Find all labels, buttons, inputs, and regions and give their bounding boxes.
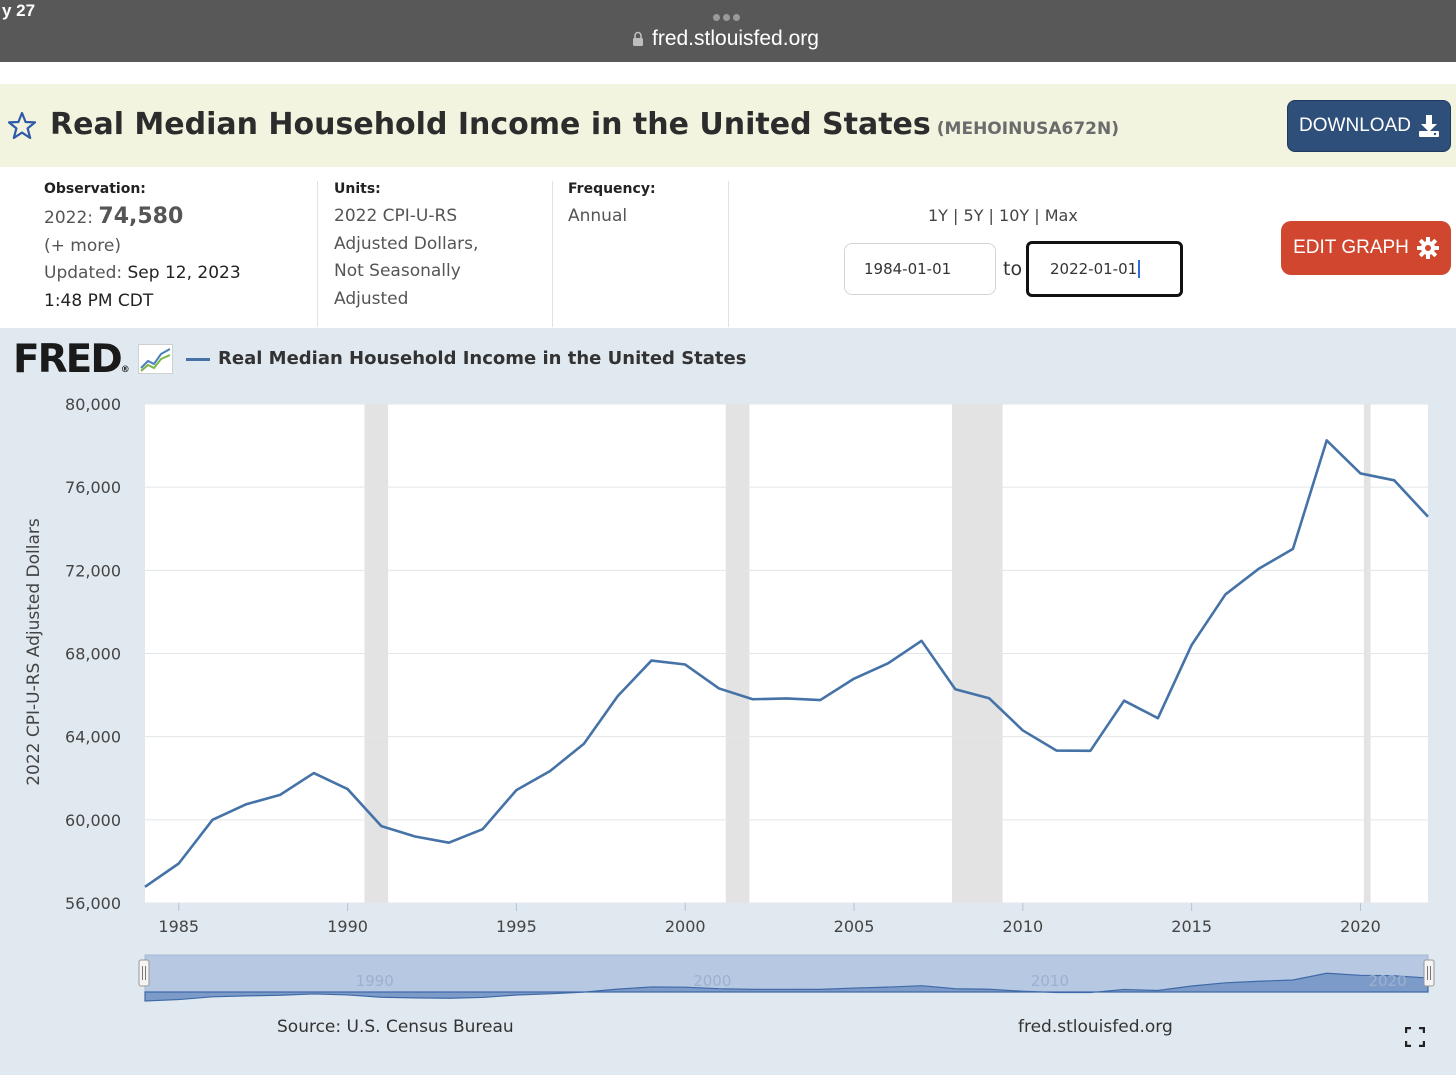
range-max[interactable]: Max bbox=[1044, 206, 1078, 225]
legend-label: Real Median Household Income in the Unit… bbox=[218, 348, 747, 369]
units-block: Units: 2022 CPI-U-RS Adjusted Dollars, N… bbox=[334, 181, 478, 313]
more-link[interactable]: (+ more) bbox=[44, 235, 121, 256]
frequency-block: Frequency: Annual bbox=[568, 181, 656, 231]
edit-graph-button[interactable]: EDIT GRAPH bbox=[1281, 221, 1451, 275]
to-label: to bbox=[1003, 258, 1023, 280]
units-line-4: Adjusted bbox=[334, 288, 409, 309]
x-tick-label: 2010 bbox=[1002, 917, 1043, 936]
range-links: 1Y | 5Y | 10Y | Max bbox=[928, 206, 1078, 225]
units-label: Units: bbox=[334, 181, 381, 197]
units-line-2: Adjusted Dollars, bbox=[334, 233, 479, 254]
series-id: (MEHOINUSA672N) bbox=[936, 119, 1119, 139]
lock-icon bbox=[633, 31, 643, 46]
units-line-3: Not Seasonally bbox=[334, 261, 461, 281]
y-tick-label: 72,000 bbox=[65, 561, 121, 580]
fred-sparkline-icon bbox=[138, 344, 173, 374]
range-5y[interactable]: 5Y bbox=[963, 206, 984, 225]
start-date-value: 1984-01-01 bbox=[864, 260, 952, 278]
observation-line: 2022: 74,580 bbox=[44, 203, 241, 233]
x-tick-label: 1985 bbox=[158, 917, 199, 936]
y-axis-title: 2022 CPI-U-RS Adjusted Dollars bbox=[24, 518, 44, 786]
download-label: DOWNLOAD bbox=[1299, 115, 1411, 136]
navigator-handle bbox=[1423, 959, 1435, 987]
range-10y[interactable]: 10Y bbox=[999, 206, 1030, 225]
observation-period: 2022: bbox=[44, 208, 93, 228]
page-title-text: Real Median Household Income in the Unit… bbox=[50, 107, 931, 142]
fred-logo-text: FRED bbox=[13, 337, 123, 382]
x-tick-label: 1990 bbox=[327, 917, 368, 936]
y-tick-label: 56,000 bbox=[65, 894, 121, 913]
updated-label: Updated: bbox=[44, 263, 123, 283]
page-title: Real Median Household Income in the Unit… bbox=[50, 107, 1119, 142]
y-tick-label: 68,000 bbox=[65, 645, 121, 664]
updated-date: Sep 12, 2023 bbox=[127, 263, 241, 283]
observation-value: 74,580 bbox=[98, 204, 184, 229]
tab-overview-icon[interactable] bbox=[713, 6, 747, 21]
frequency-value: Annual bbox=[568, 206, 628, 226]
x-tick-label: 2020 bbox=[1340, 917, 1381, 936]
download-icon bbox=[1418, 115, 1439, 137]
updated-time: 1:48 PM CDT bbox=[44, 290, 154, 311]
star-icon[interactable] bbox=[6, 110, 38, 142]
observation-label: Observation: bbox=[44, 181, 146, 197]
navigator-label: 1990 bbox=[356, 972, 394, 990]
x-tick-label: 2005 bbox=[834, 917, 875, 936]
x-tick-label: 2000 bbox=[665, 917, 706, 936]
units-line-1: 2022 CPI-U-RS bbox=[334, 206, 458, 226]
end-date-input[interactable]: 2022-01-01 bbox=[1026, 241, 1183, 297]
gear-icon bbox=[1416, 237, 1439, 259]
meta-divider bbox=[728, 181, 729, 327]
fred-logo[interactable]: FRED® bbox=[13, 337, 130, 382]
x-tick-label: 2015 bbox=[1171, 917, 1212, 936]
browser-address-bar: y 27 fred.stlouisfed.org bbox=[0, 0, 1456, 62]
y-tick-label: 80,000 bbox=[65, 395, 121, 414]
status-time: y 27 bbox=[2, 1, 36, 20]
registered-mark: ® bbox=[120, 365, 130, 375]
start-date-input[interactable]: 1984-01-01 bbox=[844, 243, 996, 295]
navigator-handle bbox=[138, 959, 150, 987]
fullscreen-icon[interactable] bbox=[1405, 1027, 1425, 1047]
legend-swatch bbox=[186, 358, 210, 361]
y-tick-label: 64,000 bbox=[65, 728, 121, 747]
site-credit[interactable]: fred.stlouisfed.org bbox=[1018, 1017, 1173, 1037]
text-caret bbox=[1138, 260, 1141, 278]
observation-block: Observation: 2022: 74,580 (+ more) Updat… bbox=[44, 181, 241, 315]
y-tick-label: 76,000 bbox=[65, 478, 121, 497]
navigator-series bbox=[144, 972, 1429, 1002]
source-note: Source: U.S. Census Bureau bbox=[277, 1017, 514, 1037]
meta-divider bbox=[552, 181, 553, 327]
series-meta: Observation: 2022: 74,580 (+ more) Updat… bbox=[0, 167, 1456, 328]
url-text: fred.stlouisfed.org bbox=[652, 27, 819, 50]
navigator-label: 2010 bbox=[1031, 972, 1069, 990]
navigator-label: 2020 bbox=[1368, 972, 1406, 990]
edit-graph-label: EDIT GRAPH bbox=[1293, 237, 1409, 258]
end-date-value: 2022-01-01 bbox=[1050, 260, 1138, 278]
meta-divider bbox=[317, 181, 318, 327]
y-tick-label: 60,000 bbox=[65, 811, 121, 830]
updated-line: Updated: Sep 12, 2023 bbox=[44, 260, 241, 288]
x-tick-label: 1995 bbox=[496, 917, 537, 936]
download-button[interactable]: DOWNLOAD bbox=[1287, 100, 1451, 152]
title-strip bbox=[0, 84, 1456, 167]
navigator-label: 2000 bbox=[693, 972, 731, 990]
url-field[interactable]: fred.stlouisfed.org bbox=[632, 24, 819, 54]
range-1y[interactable]: 1Y bbox=[928, 206, 948, 225]
frequency-label: Frequency: bbox=[568, 181, 656, 197]
